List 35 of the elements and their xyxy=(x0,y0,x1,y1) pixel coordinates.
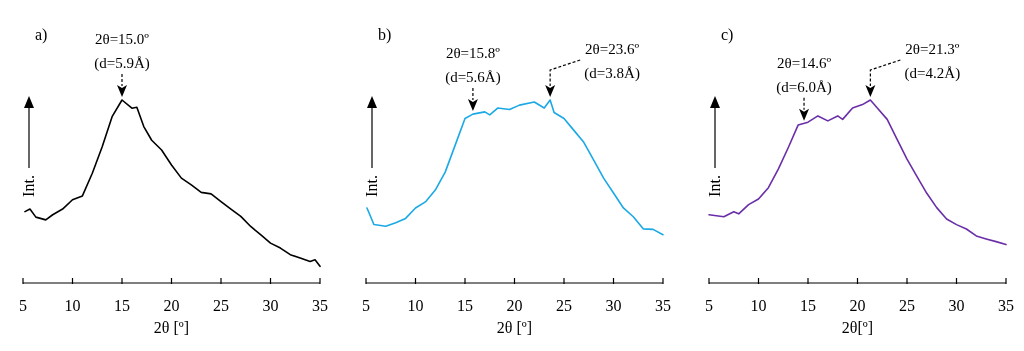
x-tick-label: 5 xyxy=(362,297,370,314)
x-tick-label: 35 xyxy=(998,297,1014,314)
x-tick-label: 10 xyxy=(750,297,767,314)
x-tick-label: 30 xyxy=(605,297,622,314)
y-axis-title: Int. xyxy=(706,175,723,197)
x-tick-label: 25 xyxy=(556,297,572,314)
x-tick-label: 30 xyxy=(262,297,279,314)
x-tick-label: 30 xyxy=(948,297,965,314)
x-tick-label: 5 xyxy=(19,297,27,314)
annotation: 2θ=15.8º (d=5.6Å) xyxy=(445,45,501,87)
y-axis-title: Int. xyxy=(20,175,37,197)
x-tick-label: 35 xyxy=(312,297,328,314)
chart-title: b) xyxy=(378,26,392,44)
chart-title: a) xyxy=(35,26,48,44)
annotation: 2θ=14.6º (d=6.0Å) xyxy=(776,54,832,96)
x-tick-label: 25 xyxy=(899,297,915,314)
x-tick-label: 35 xyxy=(655,297,671,314)
x-tick-label: 20 xyxy=(163,297,180,314)
x-tick-label: 15 xyxy=(114,297,130,314)
x-tick-label: 15 xyxy=(800,297,816,314)
x-tick-label: 20 xyxy=(506,297,523,314)
x-tick-label: 20 xyxy=(849,297,866,314)
x-axis-title: 2θ [º] xyxy=(496,319,533,336)
annotation: 2θ=21.3º (d=4.2Å) xyxy=(904,41,961,82)
x-tick-label: 15 xyxy=(457,297,473,314)
x-axis-title: 2θ[º] xyxy=(841,319,874,336)
x-tick-label: 5 xyxy=(705,297,713,314)
x-axis-title: 2θ [º] xyxy=(153,319,190,336)
x-tick-label: 25 xyxy=(213,297,229,314)
chart-title: c) xyxy=(721,26,734,44)
y-axis-title: Int. xyxy=(363,175,380,197)
annotation: 2θ=15.0º (d=5.9Å) xyxy=(94,31,150,72)
x-tick-label: 10 xyxy=(64,297,81,314)
annotation: 2θ=23.6º (d=3.8Å) xyxy=(584,41,640,82)
x-tick-label: 10 xyxy=(407,297,424,314)
